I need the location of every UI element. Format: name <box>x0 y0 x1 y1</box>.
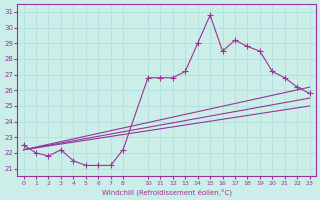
X-axis label: Windchill (Refroidissement éolien,°C): Windchill (Refroidissement éolien,°C) <box>101 188 232 196</box>
